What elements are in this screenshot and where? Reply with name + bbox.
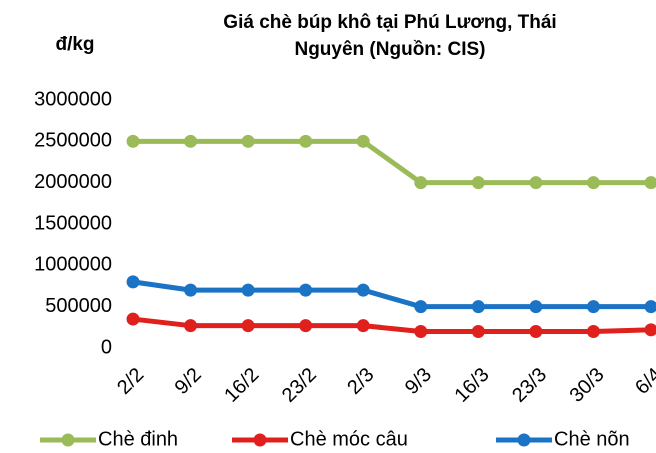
data-point [586,176,600,190]
data-point [299,134,313,148]
data-point [471,300,485,314]
data-point [356,283,370,297]
data-point [471,324,485,338]
y-tick-label: 500000 [45,295,112,317]
y-tick-label: 2000000 [34,171,112,193]
data-point [356,319,370,333]
data-point [126,134,140,148]
data-point [529,300,543,314]
data-point [184,319,198,333]
data-point [414,176,428,190]
data-point [529,324,543,338]
legend-label: Chè nõn [554,428,630,450]
data-point [414,300,428,314]
data-point [586,300,600,314]
data-point [241,283,255,297]
x-tick-label: 9/3 [401,364,436,399]
y-tick-label: 1500000 [34,212,112,234]
x-tick-label: 6/4 [631,364,656,399]
x-tick-label: 9/2 [171,364,206,399]
data-point [586,324,600,338]
x-tick-label: 23/3 [508,364,551,407]
data-point [644,323,656,337]
legend-marker [61,433,75,447]
legend-marker [517,433,531,447]
data-point [184,283,198,297]
x-tick-label: 23/2 [278,364,321,407]
series-line [133,138,651,186]
series-line [132,316,652,334]
x-tick-label: 30/3 [566,364,609,407]
x-tick-label: 2/3 [343,364,378,399]
chart-title: Giá chè búp khô tại Phú Lương, Thái [223,12,556,33]
x-tick-label: 16/3 [451,364,494,407]
data-point [644,300,656,314]
data-point [241,319,255,333]
y-tick-label: 0 [101,336,112,358]
data-point [644,176,656,190]
data-point [126,312,140,326]
data-point [356,134,370,148]
data-point [414,324,428,338]
y-tick-label: 3000000 [34,88,112,110]
legend-label: Chè móc câu [290,428,408,450]
chart-title: Nguyên (Nguồn: CIS) [294,39,485,60]
x-tick-label: 2/2 [113,364,148,399]
y-axis-label: đ/kg [55,34,94,55]
data-point [184,134,198,148]
legend-label: Chè đinh [98,428,178,450]
series-line [132,279,651,310]
y-tick-label: 1000000 [34,254,112,276]
data-point [126,275,140,289]
y-tick-label: 2500000 [34,130,112,152]
legend-marker [253,433,267,447]
x-tick-label: 16/2 [220,364,263,407]
data-point [529,176,543,190]
data-point [241,134,255,148]
data-point [471,176,485,190]
data-point [299,319,313,333]
data-point [299,283,313,297]
